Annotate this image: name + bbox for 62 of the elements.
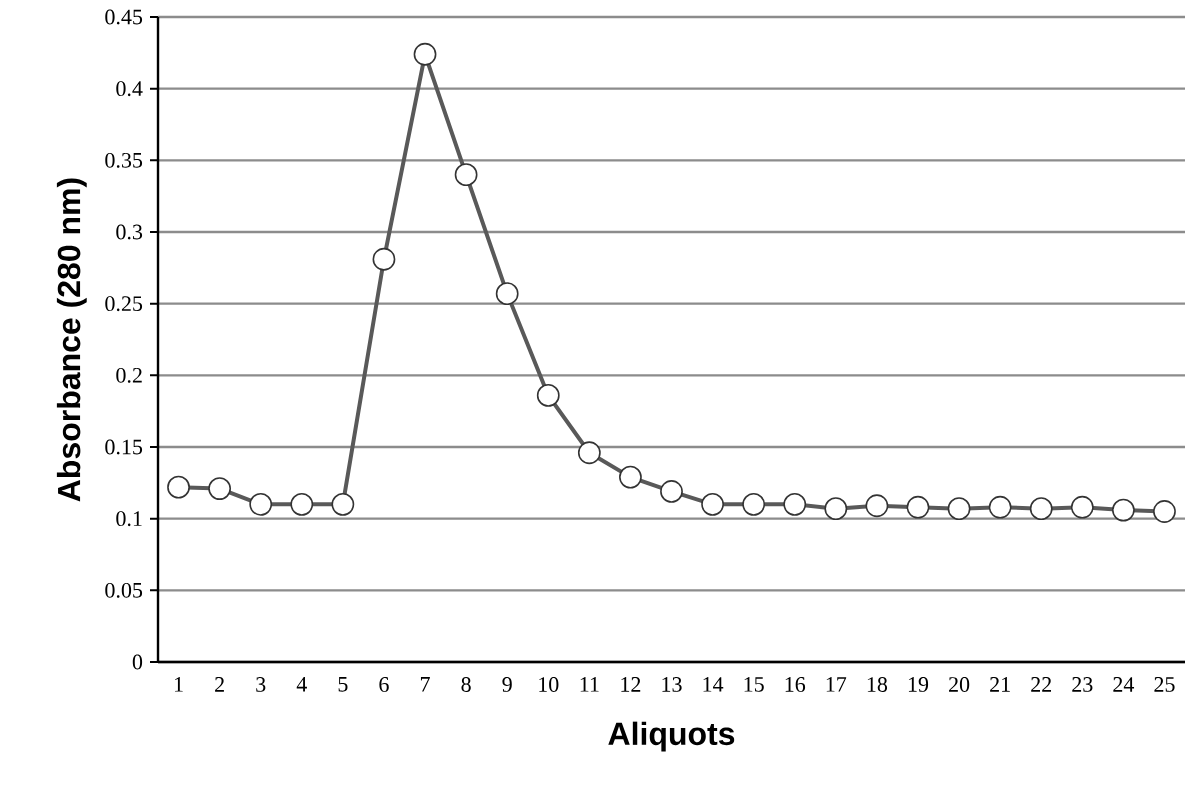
- x-tick-label: 25: [1154, 677, 1175, 692]
- point: [701, 492, 724, 516]
- x-tick-label: 6: [379, 677, 389, 692]
- point: [906, 495, 930, 519]
- point: [783, 492, 807, 516]
- x-tick-label: 7: [420, 677, 430, 692]
- x-tick-label: 22: [1031, 677, 1052, 692]
- point: [1029, 497, 1053, 521]
- y-tick-label: 0.05: [105, 582, 143, 598]
- point: [1153, 500, 1176, 523]
- x-tick-label: 13: [662, 677, 682, 692]
- x-tick-label: 3: [256, 677, 266, 692]
- x-tick-label: 1: [174, 677, 183, 692]
- x-tick-label: 8: [461, 677, 471, 692]
- x-tick-label: 9: [502, 677, 512, 692]
- point: [824, 497, 848, 521]
- point: [865, 494, 889, 518]
- y-tick-label: 0.25: [105, 296, 143, 312]
- x-tick-label: 15: [744, 677, 764, 692]
- x-tick-label: 24: [1113, 677, 1135, 692]
- point: [249, 492, 273, 516]
- x-tick-label: 17: [826, 677, 847, 692]
- y-tick-label: 0.4: [116, 81, 143, 97]
- x-tick-label: 23: [1072, 677, 1093, 692]
- point: [331, 492, 355, 516]
- y-axis-title: Absorbance (280 nm): [56, 178, 87, 502]
- x-tick-label: 14: [703, 677, 724, 692]
- x-tick-label: 18: [867, 677, 888, 692]
- point: [290, 492, 314, 516]
- y-tick-label: 0.15: [105, 439, 143, 455]
- x-tick-label: 21: [990, 677, 1010, 692]
- x-tick-label: 16: [785, 677, 806, 692]
- point: [947, 497, 971, 521]
- x-axis-title: Aliquots: [608, 721, 735, 752]
- y-tick-label: 0.3: [116, 224, 143, 240]
- y-tick-label: 0.35: [105, 152, 143, 168]
- point: [1111, 498, 1135, 522]
- point: [988, 495, 1012, 519]
- point: [372, 247, 396, 271]
- point: [577, 441, 601, 465]
- x-tick-label: 5: [338, 677, 348, 692]
- x-tick-label: 12: [621, 677, 641, 692]
- point: [208, 477, 232, 500]
- point: [660, 480, 683, 503]
- y-tick-label: 0.2: [116, 367, 142, 383]
- x-tick-label: 19: [908, 677, 929, 692]
- point: [167, 475, 190, 499]
- point: [454, 163, 478, 187]
- point: [619, 465, 642, 489]
- y-tick-label: 0.1: [116, 511, 142, 527]
- point: [413, 42, 437, 66]
- x-tick-label: 4: [296, 677, 307, 692]
- point: [742, 492, 766, 516]
- x-tick-label: 10: [539, 677, 559, 692]
- y-tick-label: 0: [132, 654, 143, 670]
- y-tick-label: 0.45: [105, 9, 143, 25]
- point: [495, 282, 519, 306]
- x-tick-label: 20: [949, 677, 970, 692]
- x-tick-label: 2: [215, 677, 224, 692]
- x-tick-label: 11: [580, 677, 599, 692]
- point: [1070, 495, 1094, 519]
- point: [536, 384, 560, 407]
